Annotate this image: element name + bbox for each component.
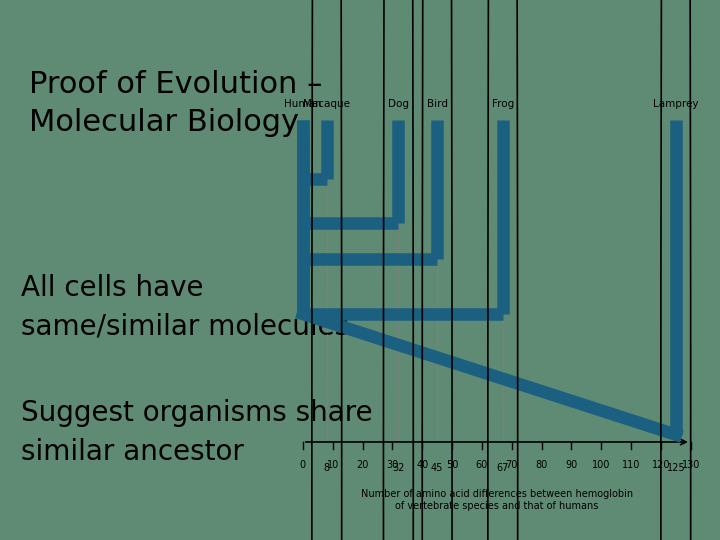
Text: Lamprey: Lamprey [653,99,698,109]
Text: 10: 10 [327,460,339,470]
Text: Suggest organisms share
similar ancestor: Suggest organisms share similar ancestor [21,399,372,466]
Text: 80: 80 [536,460,548,470]
Text: 0: 0 [300,460,306,470]
Text: 20: 20 [356,460,369,470]
Text: 90: 90 [565,460,577,470]
Text: 110: 110 [622,460,640,470]
Text: 100: 100 [592,460,611,470]
Text: 30: 30 [386,460,399,470]
Text: Human: Human [284,99,322,109]
Text: 67: 67 [497,463,509,472]
Text: 120: 120 [652,460,670,470]
Text: Proof of Evolution –
Molecular Biology: Proof of Evolution – Molecular Biology [29,70,323,137]
Text: Bird: Bird [427,99,448,109]
Text: 125: 125 [667,463,685,472]
Text: Number of amino acid differences between hemoglobin
of vertebrate species and th: Number of amino acid differences between… [361,489,633,511]
Text: Frog: Frog [492,99,514,109]
Text: 8: 8 [324,463,330,472]
Text: 40: 40 [416,460,428,470]
Text: Macaque: Macaque [303,99,350,109]
Text: 45: 45 [431,463,444,472]
Text: 70: 70 [505,460,518,470]
Text: 130: 130 [682,460,700,470]
Text: 60: 60 [476,460,488,470]
Text: Dog: Dog [388,99,409,109]
Text: 50: 50 [446,460,458,470]
Text: All cells have
same/similar molecules: All cells have same/similar molecules [21,274,349,341]
Text: 32: 32 [392,463,405,472]
